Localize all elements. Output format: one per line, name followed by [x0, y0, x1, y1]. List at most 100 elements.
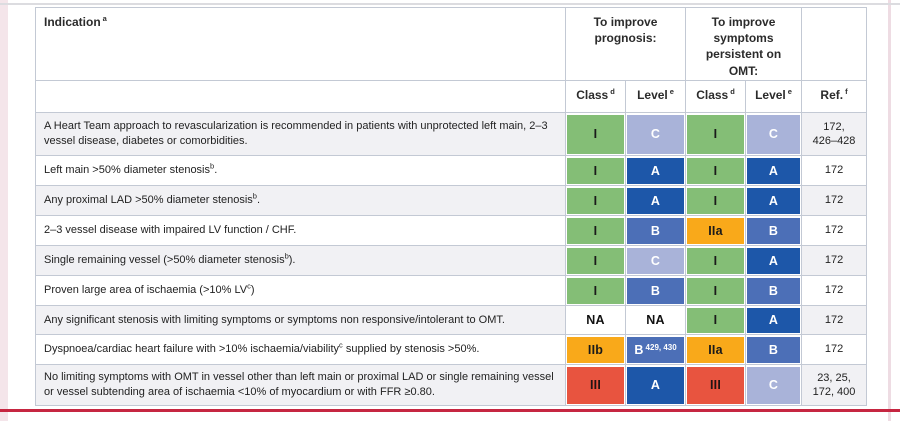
indication-header-label: Indication — [44, 15, 101, 29]
grade-value: B — [627, 217, 684, 244]
prognosis-level-cell: A — [625, 185, 686, 216]
grade-value: A — [747, 307, 801, 333]
indication-cell: Dyspnoea/cardiac heart failure with >10%… — [35, 334, 566, 365]
grade-value: B 429, 430 — [627, 336, 684, 363]
prognosis-class-header: Class d — [565, 80, 626, 113]
grade-value: A — [627, 157, 684, 184]
grade-value: I — [567, 247, 624, 274]
table-body: A Heart Team approach to revascularizati… — [35, 112, 868, 406]
grade-value: A — [747, 157, 801, 184]
symptoms-level-cell: A — [744, 245, 803, 276]
symptoms-level-cell: B — [744, 275, 803, 306]
grade-value: NA — [646, 313, 665, 327]
symptoms-level-cell: C — [744, 364, 803, 406]
grade-value: IIa — [687, 336, 744, 363]
symptoms-class-header: Class d — [685, 80, 746, 113]
table-row: Any significant stenosis with limiting s… — [35, 305, 868, 335]
symptoms-level-cell: A — [744, 155, 803, 186]
grade-value: A — [747, 187, 801, 214]
table-row: Dyspnoea/cardiac heart failure with >10%… — [35, 334, 868, 365]
grade-value: I — [567, 157, 624, 184]
ref-cell: 172 — [801, 275, 868, 306]
ref-cell: 172 — [801, 215, 868, 246]
prognosis-level-cell: A — [625, 155, 686, 186]
indication-cell: Proven large area of ischaemia (>10% LVc… — [35, 275, 566, 306]
grade-value: B — [747, 336, 801, 363]
grade-value: I — [687, 187, 744, 214]
indication-cell: No limiting symptoms with OMT in vessel … — [35, 364, 566, 406]
grade-value: A — [627, 187, 684, 214]
grade-value: A — [627, 366, 684, 404]
grade-value: I — [687, 157, 744, 184]
prognosis-level-cell: C — [625, 112, 686, 156]
ref-cell: 23, 25, 172, 400 — [801, 364, 868, 406]
prognosis-group-header: To improve prognosis: — [565, 7, 686, 81]
table-row: Single remaining vessel (>50% diameter s… — [35, 245, 868, 276]
symptoms-class-cell: I — [685, 155, 746, 186]
grade-value: III — [687, 366, 744, 404]
prognosis-class-cell: NA — [565, 305, 626, 335]
prognosis-level-cell: B 429, 430 — [625, 334, 686, 365]
grade-value: I — [687, 277, 744, 304]
grade-value: IIa — [687, 217, 744, 244]
symptoms-class-cell: I — [685, 245, 746, 276]
prognosis-class-cell: I — [565, 215, 626, 246]
symptoms-level-cell: B — [744, 334, 803, 365]
prognosis-class-cell: I — [565, 155, 626, 186]
grade-value: I — [567, 114, 624, 154]
prognosis-level-cell: C — [625, 245, 686, 276]
symptoms-level-cell: B — [744, 215, 803, 246]
table-row: No limiting symptoms with OMT in vessel … — [35, 364, 868, 406]
grade-value: A — [747, 247, 801, 274]
grade-value: I — [687, 247, 744, 274]
grade-value: C — [747, 114, 801, 154]
grade-value: I — [687, 307, 744, 333]
prognosis-level-cell: A — [625, 364, 686, 406]
left-page-strip — [0, 0, 8, 421]
grade-value: C — [627, 114, 684, 154]
grade-value: IIb — [567, 336, 624, 363]
table-row: Left main >50% diameter stenosisb. I A I A 17… — [35, 155, 868, 186]
header-group-row: Indication a To improve prognosis: To imp… — [35, 7, 868, 81]
grade-value: B — [747, 217, 801, 244]
symptoms-class-cell: III — [685, 364, 746, 406]
symptoms-class-cell: I — [685, 185, 746, 216]
symptoms-level-cell: A — [744, 305, 803, 335]
symptoms-group-header: To improve symptoms persistent on OMT: — [684, 7, 803, 81]
prognosis-level-cell: B — [625, 275, 686, 306]
grade-value: III — [567, 366, 624, 404]
ref-cell: 172 — [801, 185, 868, 216]
table-row: 2–3 vessel disease with impaired LV func… — [35, 215, 868, 246]
indication-cell: A Heart Team approach to revascularizati… — [35, 112, 566, 156]
grade-value: C — [627, 247, 684, 274]
prognosis-level-cell: B — [625, 215, 686, 246]
symptoms-class-cell: IIa — [685, 334, 746, 365]
header-sub-row: Class d Level e Class d Level e Ref. f — [35, 80, 868, 113]
grade-value: I — [567, 217, 624, 244]
indication-cell: Single remaining vessel (>50% diameter s… — [35, 245, 566, 276]
ref-cell: 172 — [801, 334, 868, 365]
prognosis-level-cell: NA — [625, 305, 686, 335]
prognosis-class-cell: I — [565, 245, 626, 276]
grade-value: I — [567, 187, 624, 214]
grade-value: C — [747, 366, 801, 404]
grade-value: NA — [586, 313, 605, 327]
symptoms-class-cell: I — [685, 305, 746, 335]
ref-cell: 172, 426–428 — [801, 112, 868, 156]
ref-header: Ref. f — [801, 80, 868, 113]
table-row: A Heart Team approach to revascularizati… — [35, 112, 868, 156]
prognosis-level-header: Level e — [625, 80, 686, 113]
grade-value: I — [687, 114, 744, 154]
indication-header: Indication a — [35, 7, 566, 81]
prognosis-class-cell: I — [565, 112, 626, 156]
ref-cell: 172 — [801, 155, 868, 186]
prognosis-class-cell: IIb — [565, 334, 626, 365]
right-page-strip — [888, 0, 891, 421]
top-rule — [0, 3, 900, 5]
ref-header-spacer — [801, 7, 868, 81]
recommendations-table: Indication a To improve prognosis: To imp… — [35, 7, 868, 406]
symptoms-level-cell: C — [744, 112, 803, 156]
symptoms-level-header: Level e — [744, 80, 803, 113]
indication-header-footnote: a — [102, 14, 107, 23]
ref-cell: 172 — [801, 245, 868, 276]
